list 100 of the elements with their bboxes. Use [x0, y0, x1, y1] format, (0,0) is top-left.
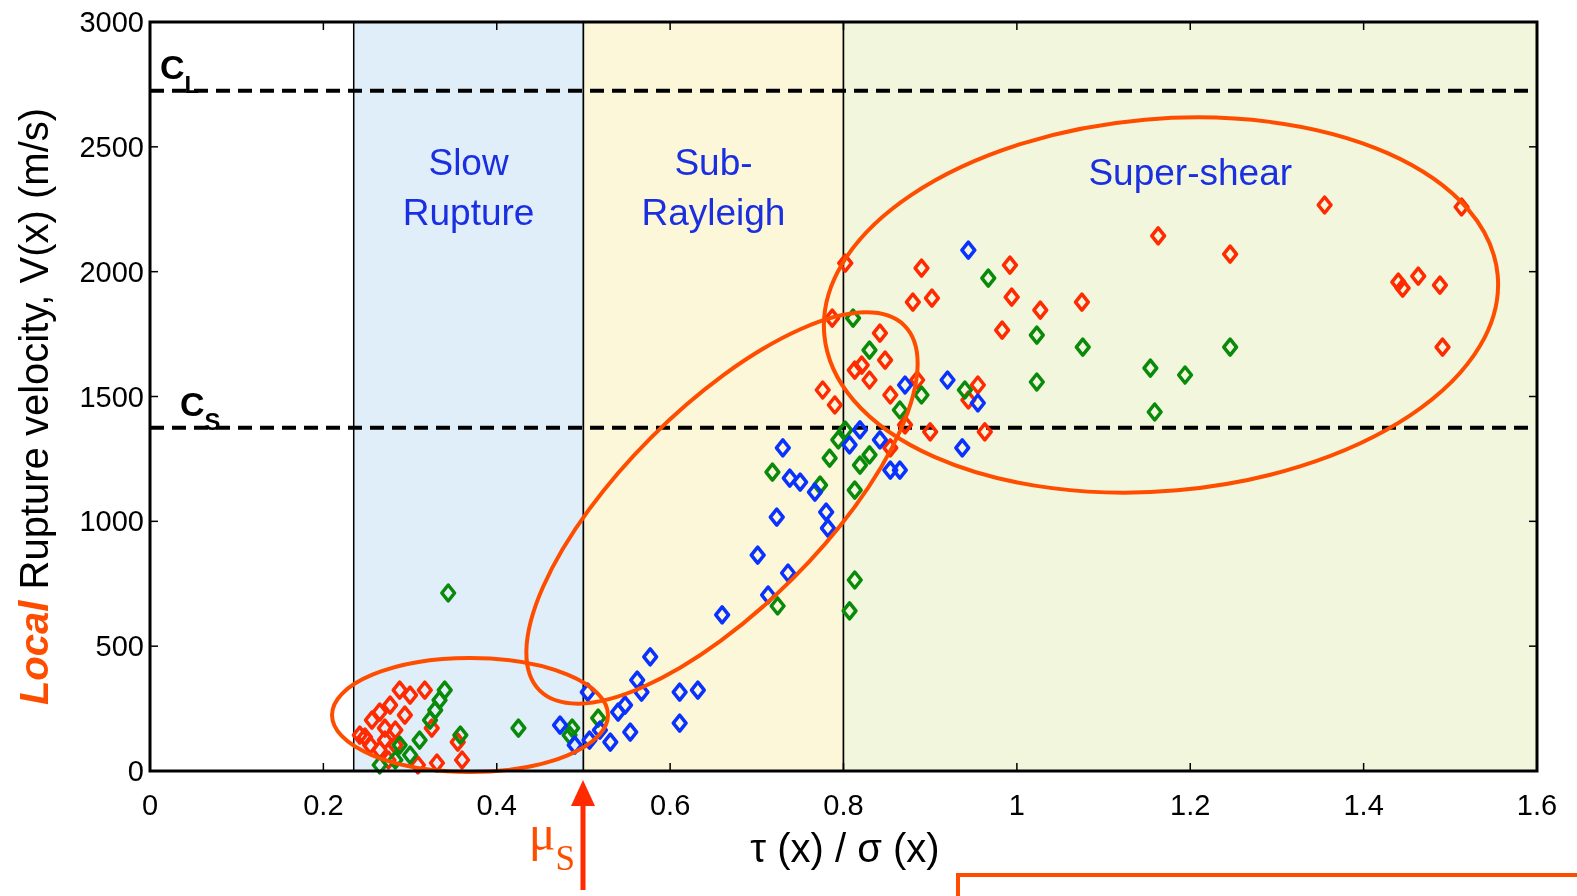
point: [1431, 275, 1449, 295]
point: [861, 370, 878, 390]
point: [1001, 255, 1019, 275]
point: [436, 680, 453, 700]
point: [642, 647, 659, 667]
point: [781, 468, 798, 488]
band-label: Slow Rupture: [402, 142, 535, 233]
point: [1221, 337, 1239, 357]
y-tick-label: 500: [95, 630, 144, 663]
x-tick-label: 0.8: [823, 789, 864, 821]
point: [671, 713, 688, 733]
point: [713, 605, 731, 625]
point: [1003, 287, 1020, 307]
point: [861, 445, 878, 465]
point: [363, 710, 381, 730]
point: [551, 715, 569, 735]
point: [764, 462, 781, 482]
point: [431, 690, 448, 710]
point: [837, 420, 854, 440]
point: [391, 735, 408, 755]
point: [510, 718, 527, 738]
point: [427, 700, 444, 720]
point: [1032, 300, 1049, 320]
point: [421, 710, 439, 730]
point: [841, 601, 858, 621]
point: [564, 718, 581, 738]
point: [969, 393, 987, 413]
point: [939, 370, 956, 390]
x-tick-label: 1.6: [1516, 789, 1558, 821]
point: [622, 722, 639, 742]
point: [1146, 402, 1163, 422]
point: [882, 460, 899, 480]
point: [861, 340, 878, 360]
point: [913, 385, 930, 405]
point: [387, 720, 404, 740]
point: [1410, 266, 1427, 286]
x-tick-label: 0.6: [649, 789, 691, 821]
point: [411, 730, 428, 750]
point: [826, 395, 843, 415]
point: [851, 455, 869, 475]
x-tick-label: 0.2: [303, 789, 344, 821]
point: [818, 502, 835, 522]
y-tick-label: 2500: [79, 130, 144, 163]
point: [876, 350, 894, 370]
point: [960, 240, 977, 260]
point: [452, 725, 469, 745]
point: [1176, 365, 1194, 385]
point: [841, 435, 858, 455]
x-tick-label: 1.4: [1343, 789, 1384, 821]
point: [671, 682, 688, 702]
point: [774, 438, 791, 458]
point: [396, 705, 414, 725]
point: [976, 422, 993, 442]
point: [1074, 337, 1091, 357]
point: [602, 732, 619, 752]
point: [956, 380, 974, 400]
point: [1221, 244, 1239, 264]
point: [768, 507, 785, 527]
point: [846, 570, 863, 590]
point: [806, 482, 824, 502]
band-label: Super-shear: [1088, 152, 1293, 193]
point: [453, 750, 471, 770]
point: [440, 583, 457, 603]
point: [1316, 195, 1333, 215]
point: [401, 685, 419, 705]
point: [1028, 372, 1045, 392]
point: [830, 430, 847, 450]
point: [896, 375, 914, 395]
point: [769, 596, 786, 616]
x-tick-label: 1.2: [1170, 789, 1211, 821]
point: [1394, 278, 1411, 298]
point: [376, 730, 394, 750]
y-tick-label: 2000: [79, 255, 144, 288]
point: [1028, 325, 1045, 345]
text: μ$_{S}$: [528, 805, 575, 878]
point: [846, 480, 863, 500]
point: [1073, 292, 1091, 312]
point: [351, 725, 368, 745]
point: [629, 670, 646, 690]
point: [1142, 358, 1159, 378]
point: [922, 422, 939, 442]
point: [416, 680, 433, 700]
point: [371, 702, 388, 722]
point: [891, 400, 908, 420]
point: [792, 472, 809, 492]
point: [376, 718, 394, 738]
point: [814, 380, 831, 400]
point: [391, 680, 408, 700]
point: [904, 292, 921, 312]
point: [913, 258, 930, 278]
point: [821, 448, 838, 468]
point: [891, 460, 908, 480]
point: [1150, 226, 1167, 246]
point: [969, 375, 987, 395]
x-axis-title: τ (x) / σ (x): [750, 826, 940, 870]
point: [356, 727, 374, 747]
y-tick-label: 0: [127, 755, 144, 787]
point: [381, 695, 399, 715]
y-axis-title: Local Rupture velocity, V(x) (m/s): [12, 107, 56, 706]
point: [851, 420, 869, 440]
